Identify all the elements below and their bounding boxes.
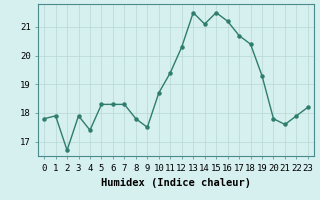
X-axis label: Humidex (Indice chaleur): Humidex (Indice chaleur) [101,178,251,188]
